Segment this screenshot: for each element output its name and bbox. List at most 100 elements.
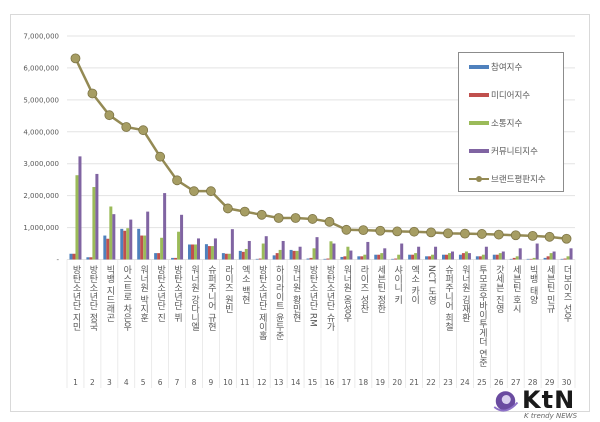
bar-2-8 [194,244,197,260]
x-category-label: 워너원 김재환 [460,265,470,322]
legend-item-media: 미디어지수 [469,89,530,101]
bar-0-30 [560,258,564,260]
x-category-label: 라이즈 성찬 [358,265,368,313]
bar-1-25 [478,256,482,260]
bar-0-22 [425,256,429,260]
x-category-number: 12 [257,378,267,387]
legend-swatch [469,65,489,69]
bar-2-11 [244,248,248,260]
bar-0-3 [103,235,107,260]
line-point-23 [443,228,453,239]
bar-1-27 [512,257,516,260]
bar-2-23 [448,253,451,260]
bar-2-25 [481,254,485,260]
bar-3-2 [95,173,99,260]
x-category-number: 28 [528,378,538,387]
x-category-label: NCT 도영 [426,265,436,304]
line-point-26 [493,229,504,240]
x-category-number: 8 [192,378,197,387]
legend-label: 커뮤니티지수 [491,147,538,157]
x-category-number: 2 [90,378,95,387]
bar-3-12 [264,236,268,260]
x-category-label: 방탄소년단 뷔 [172,265,182,323]
line-point-22 [426,227,436,238]
bar-0-24 [458,254,462,260]
bar-0-10 [221,253,225,260]
line-point-24 [460,228,470,239]
line-point-21 [409,226,420,237]
bar-2-29 [549,253,553,260]
x-category-number: 23 [443,378,453,387]
x-category-label: 워너원 옹성우 [341,265,351,323]
bar-0-25 [475,256,479,260]
x-category-number: 1 [73,378,78,387]
bar-0-20 [391,258,395,260]
line-point-12 [256,209,267,220]
x-category-label: 빅뱅 지드래곤 [104,265,114,322]
x-category-number: 13 [274,378,284,387]
bar-1-11 [241,251,245,260]
bar-1-15 [309,257,313,260]
bar-1-2 [89,257,93,260]
bar-1-29 [546,256,550,260]
line-point-10 [222,203,233,214]
bar-1-22 [428,256,432,260]
x-category-label: 방탄소년단 슈가 [324,265,334,332]
y-tick-label: 6,000,000 [23,64,59,72]
x-category-number: 9 [209,378,214,387]
bar-0-26 [492,254,496,260]
bar-1-10 [224,253,228,260]
bar-3-3 [112,214,116,260]
bar-2-22 [431,254,435,260]
x-category-number: 30 [562,378,572,387]
line-point-9 [206,186,216,197]
bar-3-8 [197,238,200,260]
x-category-label: 방탄소년단 지민 [70,265,80,331]
bar-2-20 [397,254,401,260]
bar-1-7 [174,257,178,260]
bar-0-23 [442,254,445,260]
bar-3-14 [298,246,302,260]
bar-3-1 [78,156,82,260]
x-category-label: 아스트로 차은우 [121,265,131,332]
bar-0-28 [526,258,530,260]
bar-0-18 [357,256,361,260]
bar-3-4 [129,219,133,260]
bar-1-3 [106,238,110,260]
legend-label: 브랜드평판지수 [491,175,546,185]
x-category-number: 14 [291,378,301,387]
bar-3-19 [383,248,387,260]
line-point-4 [121,122,132,132]
x-category-label: 더보이즈 선우 [562,265,572,323]
line-point-5 [138,125,149,136]
legend: 참여지수 미디어지수 소통지수 커뮤니티지수 브랜드평판지수 [458,52,564,192]
line-point-2 [87,88,98,99]
bar-3-29 [552,251,556,260]
bar-0-17 [340,256,344,260]
x-category-label: 방탄소년단 정국 [87,265,97,332]
bar-1-8 [191,244,194,260]
bar-1-24 [461,253,465,260]
bar-2-30 [566,256,570,260]
x-category-number: 3 [107,378,112,387]
x-category-number: 29 [545,378,555,387]
bar-0-9 [204,244,208,260]
bar-0-1 [69,253,73,260]
bar-3-11 [247,240,251,260]
bar-3-24 [467,253,471,260]
y-tick-label: - [56,256,59,264]
bar-2-17 [346,246,350,260]
bar-3-22 [434,246,438,260]
bar-0-5 [137,228,141,260]
bar-3-7 [180,214,184,260]
bar-1-16 [326,258,330,260]
bar-2-7 [177,231,181,260]
line-point-27 [510,230,521,241]
x-category-label: 방탄소년단 RM [308,265,318,327]
bar-2-16 [329,241,333,260]
legend-label: 참여지수 [491,63,523,73]
bar-0-19 [374,254,378,260]
x-category-number: 21 [409,378,419,387]
bar-1-12 [258,258,262,260]
line-point-19 [375,225,386,236]
